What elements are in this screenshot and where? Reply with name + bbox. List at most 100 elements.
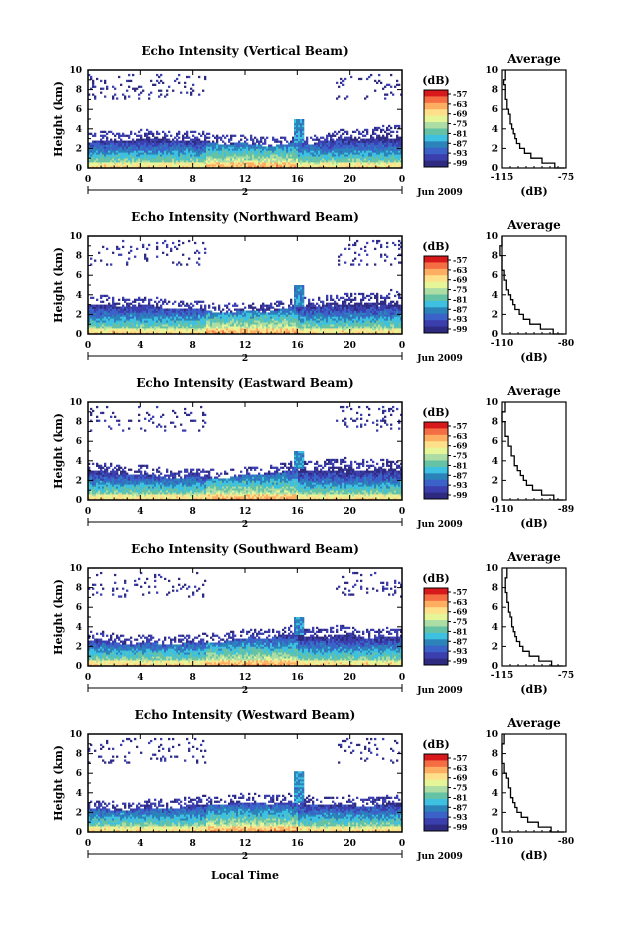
colorbar-swatch (424, 428, 448, 436)
average-y-tick-label: 10 (485, 730, 498, 740)
average-frame (501, 235, 567, 335)
colorbar-swatch (424, 479, 448, 487)
colorbar-swatch (424, 798, 448, 806)
average-y-tick-label: 8 (492, 750, 498, 760)
colorbar-swatch (424, 773, 448, 781)
average-x-tick-label: -89 (558, 505, 574, 515)
x-tick-label: 8 (190, 673, 196, 683)
colorbar-tick-label: -93 (453, 314, 468, 324)
colorbar-swatch (424, 147, 448, 155)
y-tick-label: 4 (76, 789, 82, 799)
y-tick-label: 4 (76, 125, 82, 135)
colorbar-tick-label: -75 (453, 119, 467, 129)
colorbar-tick-label: -81 (453, 128, 467, 138)
average-title: Average (506, 384, 561, 398)
average-x-tick-label: -80 (558, 339, 574, 349)
heatmap-field (88, 737, 403, 833)
average-profile-line (501, 402, 563, 501)
average-y-tick-label: 6 (492, 105, 498, 115)
colorbar-swatch (424, 658, 448, 666)
day-label: 2 (242, 686, 248, 696)
y-tick-label: 6 (76, 105, 82, 115)
x-tick-label: 16 (291, 507, 304, 517)
x-tick-label: 16 (291, 673, 304, 683)
colorbar-swatch (424, 754, 448, 761)
colorbar-swatch (424, 160, 448, 168)
date-label: Jun 2009 (416, 188, 463, 198)
average-profile-line (501, 734, 564, 833)
colorbar-swatch (424, 607, 448, 615)
x-tick-label: 0 (399, 507, 405, 517)
y-axis-label: Height (km) (52, 81, 65, 157)
colorbar-swatch (424, 122, 448, 129)
average-y-tick-label: 4 (492, 789, 498, 799)
colorbar-tick-label: -93 (453, 646, 468, 656)
colorbar-swatch (424, 588, 448, 595)
colorbar-tick-label: -63 (453, 265, 468, 275)
colorbar-tick-label: -75 (453, 451, 467, 461)
colorbar-tick-label: -69 (453, 607, 468, 617)
panel-3: Echo Intensity (Eastward Beam) 0 2 4 6 8 10 0 4 8… (52, 376, 574, 530)
colorbar-swatch (424, 128, 448, 136)
heatmap-field (88, 73, 403, 169)
colorbar-swatch (424, 626, 448, 634)
y-tick-label: 10 (69, 232, 82, 242)
y-tick-label: 4 (76, 457, 82, 467)
y-tick-label: 6 (76, 769, 82, 779)
panel-2: Echo Intensity (Northward Beam) 0 2 4 6 8 10 0 4… (52, 210, 574, 364)
y-tick-label: 2 (76, 310, 82, 320)
x-tick-label: 0 (85, 839, 91, 849)
colorbar-unit: (dB) (422, 240, 449, 253)
colorbar-swatch (424, 652, 448, 659)
y-tick-label: 8 (76, 750, 82, 760)
colorbar-tick-label: -57 (453, 587, 467, 597)
x-tick-label: 0 (85, 341, 91, 351)
y-tick-label: 2 (76, 808, 82, 818)
panel-4: Echo Intensity (Southward Beam) 0 2 4 6 8 10 0 4… (52, 542, 574, 696)
x-tick-label: 0 (399, 839, 405, 849)
average-frame (501, 733, 567, 833)
colorbar-swatch (424, 115, 448, 123)
colorbar-tick-label: -87 (453, 138, 467, 148)
x-tick-label: 20 (343, 341, 356, 351)
day-label: 2 (242, 852, 248, 862)
colorbar-tick-label: -75 (453, 285, 467, 295)
colorbar-tick-label: -81 (453, 626, 467, 636)
colorbar-swatch (424, 473, 448, 481)
average-title: Average (506, 218, 561, 232)
colorbar-swatch (424, 275, 448, 283)
x-tick-label: 20 (343, 175, 356, 185)
average-x-tick-label: -115 (491, 671, 514, 681)
colorbar-tick-label: -75 (453, 617, 467, 627)
heatmap-field (88, 405, 403, 501)
x-tick-label: 0 (399, 341, 405, 351)
average-x-label: (dB) (520, 517, 547, 530)
average-x-tick-label: -80 (558, 837, 574, 847)
colorbar-swatch (424, 326, 448, 334)
colorbar-swatch (424, 268, 448, 276)
colorbar-swatch (424, 441, 448, 449)
colorbar-swatch (424, 594, 448, 602)
colorbar-tick-label: -57 (453, 255, 467, 265)
colorbar-swatch (424, 818, 448, 825)
y-tick-label: 8 (76, 418, 82, 428)
y-tick-label: 2 (76, 144, 82, 154)
average-frame (501, 69, 567, 169)
colorbar-tick-label: -57 (453, 753, 467, 763)
colorbar-tick-label: -75 (453, 783, 467, 793)
colorbar-tick-label: -81 (453, 792, 467, 802)
day-label: 2 (242, 188, 248, 198)
y-tick-label: 0 (76, 496, 82, 506)
colorbar-frame (423, 753, 449, 832)
x-tick-label: 16 (291, 839, 304, 849)
y-tick-label: 8 (76, 86, 82, 96)
colorbar-unit: (dB) (422, 572, 449, 585)
date-label: Jun 2009 (416, 686, 463, 696)
average-y-tick-label: 0 (492, 662, 498, 672)
x-tick-label: 4 (137, 507, 143, 517)
x-tick-label: 0 (399, 673, 405, 683)
colorbar-swatch (424, 434, 448, 442)
x-tick-label: 20 (343, 507, 356, 517)
colorbar-tick-label: -93 (453, 812, 468, 822)
